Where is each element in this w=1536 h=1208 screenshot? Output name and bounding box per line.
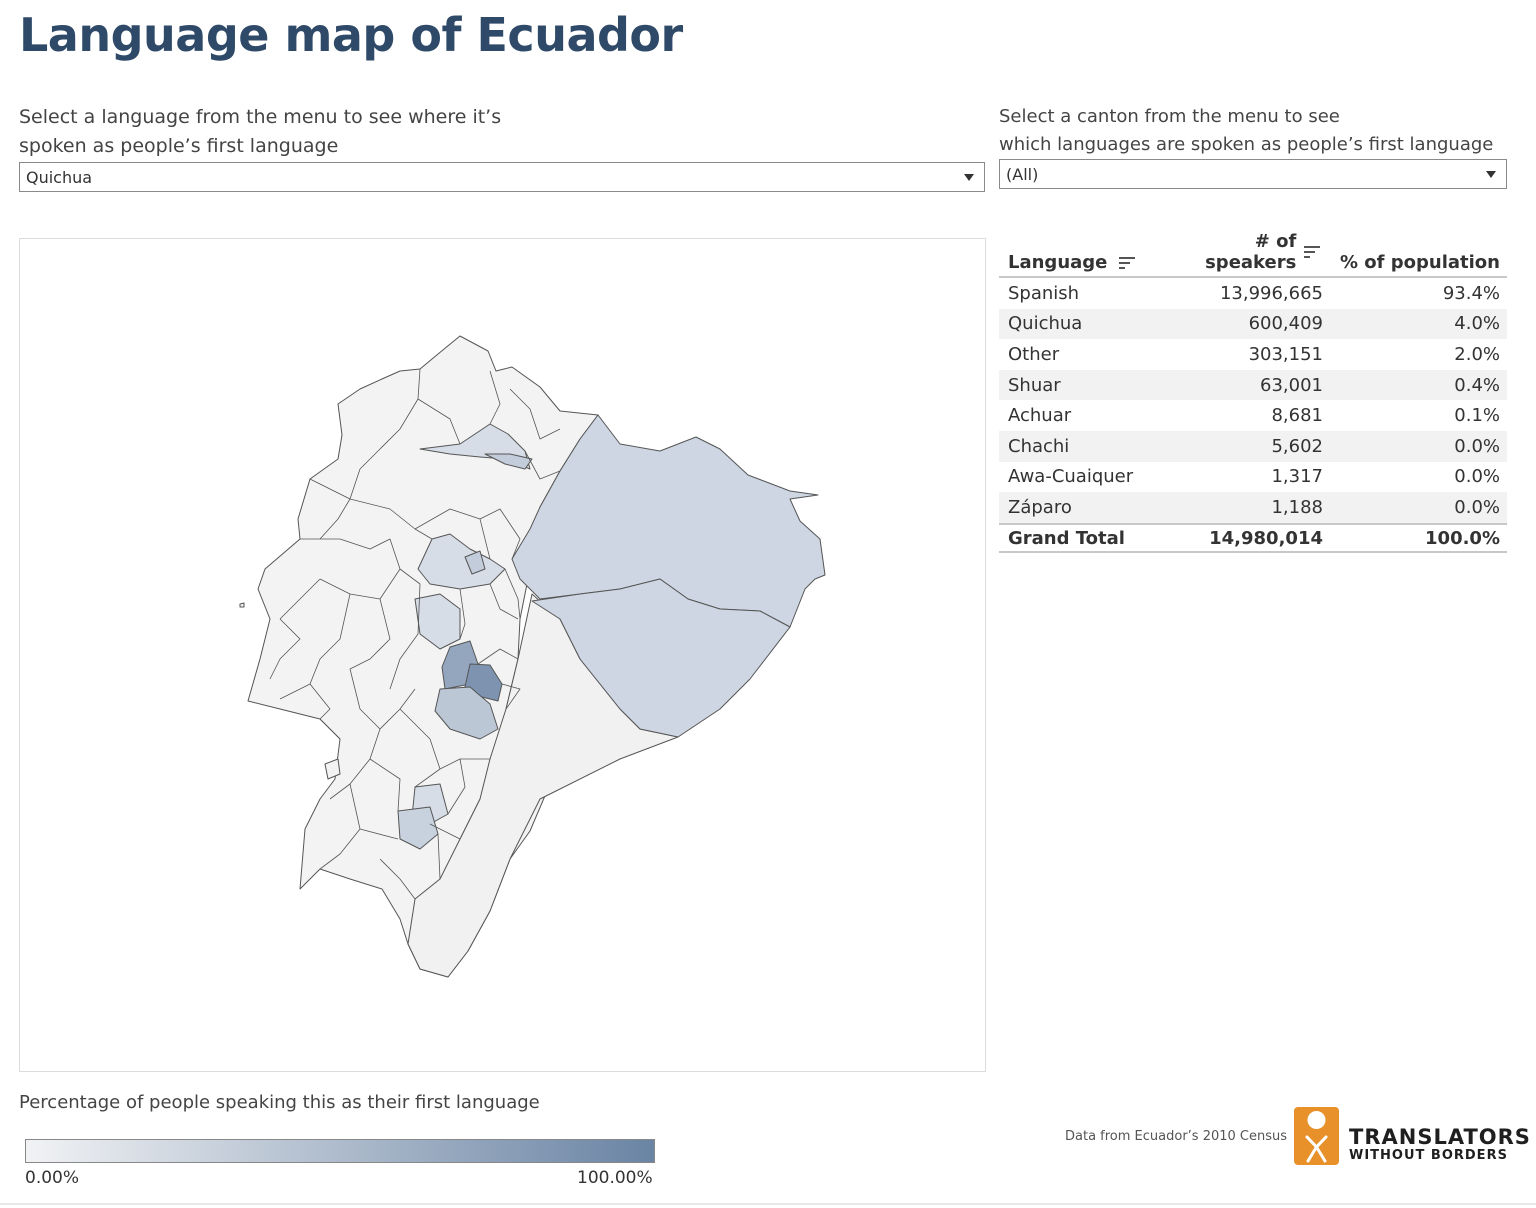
map-region[interactable] (511, 414, 826, 628)
ecuador-map[interactable] (20, 239, 987, 1073)
chevron-down-icon[interactable] (1486, 171, 1496, 178)
chevron-down-icon[interactable] (964, 174, 974, 181)
map-region[interactable] (434, 686, 499, 740)
map-region[interactable] (239, 602, 245, 608)
legend-max-label: 100.00% (577, 1168, 653, 1188)
percent-column-header[interactable]: % of population (1340, 252, 1500, 273)
table-row[interactable]: Achuar 8,681 0.1% (1008, 405, 1500, 427)
map-region[interactable] (484, 453, 533, 470)
map-region[interactable] (531, 578, 791, 738)
logo-person-icon (1294, 1107, 1339, 1165)
speakers-column-header[interactable]: # of speakers (1169, 231, 1323, 273)
canton-dropdown[interactable]: (All) (999, 159, 1507, 189)
table-row[interactable]: Chachi 5,602 0.0% (999, 430, 1507, 462)
color-legend-bar (25, 1139, 655, 1163)
logo-text: TRANSLATORS WITHOUT BORDERS (1349, 1125, 1531, 1163)
map-panel[interactable] (19, 238, 986, 1072)
map-region[interactable] (397, 806, 439, 850)
bottom-divider (0, 1203, 1536, 1205)
sort-icon[interactable] (1304, 245, 1321, 259)
table-row[interactable]: Other 303,151 2.0% (1008, 343, 1500, 365)
canton-dropdown-value: (All) (1006, 164, 1039, 184)
language-filter-label: Select a language from the menu to see w… (19, 106, 502, 157)
table-row[interactable]: Záparo 1,188 0.0% (999, 492, 1507, 523)
language-dropdown[interactable]: Quichua (19, 162, 985, 192)
page-title: Language map of Ecuador (19, 8, 683, 62)
table-row[interactable]: Awa-Cuaiquer 1,317 0.0% (1008, 466, 1500, 488)
map-region[interactable] (324, 758, 341, 780)
source-note: Data from Ecuador’s 2010 Census (1065, 1129, 1288, 1144)
legend-min-label: 0.00% (25, 1168, 80, 1188)
table-row[interactable]: Quichua 600,409 4.0% (999, 308, 1507, 340)
legend-title: Percentage of people speaking this as th… (19, 1092, 540, 1113)
language-column-header[interactable]: Language (999, 252, 1169, 273)
table-row[interactable]: Spanish 13,996,665 93.4% (1008, 282, 1500, 304)
map-region[interactable] (464, 550, 486, 575)
table-row[interactable]: Shuar 63,001 0.4% (999, 369, 1507, 401)
map-region[interactable] (417, 533, 506, 590)
table-header-row: Language # of speakers % of population (999, 231, 1507, 278)
canton-filter-label: Select a canton from the menu to see whi… (999, 106, 1494, 155)
sort-icon[interactable] (1119, 256, 1136, 270)
language-table: Language # of speakers % of population S… (999, 231, 1507, 554)
translators-without-borders-logo[interactable]: TRANSLATORS WITHOUT BORDERS (1294, 1107, 1530, 1167)
grand-total-row: Grand Total 14,980,014 100.0% (999, 522, 1507, 554)
language-dropdown-value: Quichua (26, 167, 93, 187)
